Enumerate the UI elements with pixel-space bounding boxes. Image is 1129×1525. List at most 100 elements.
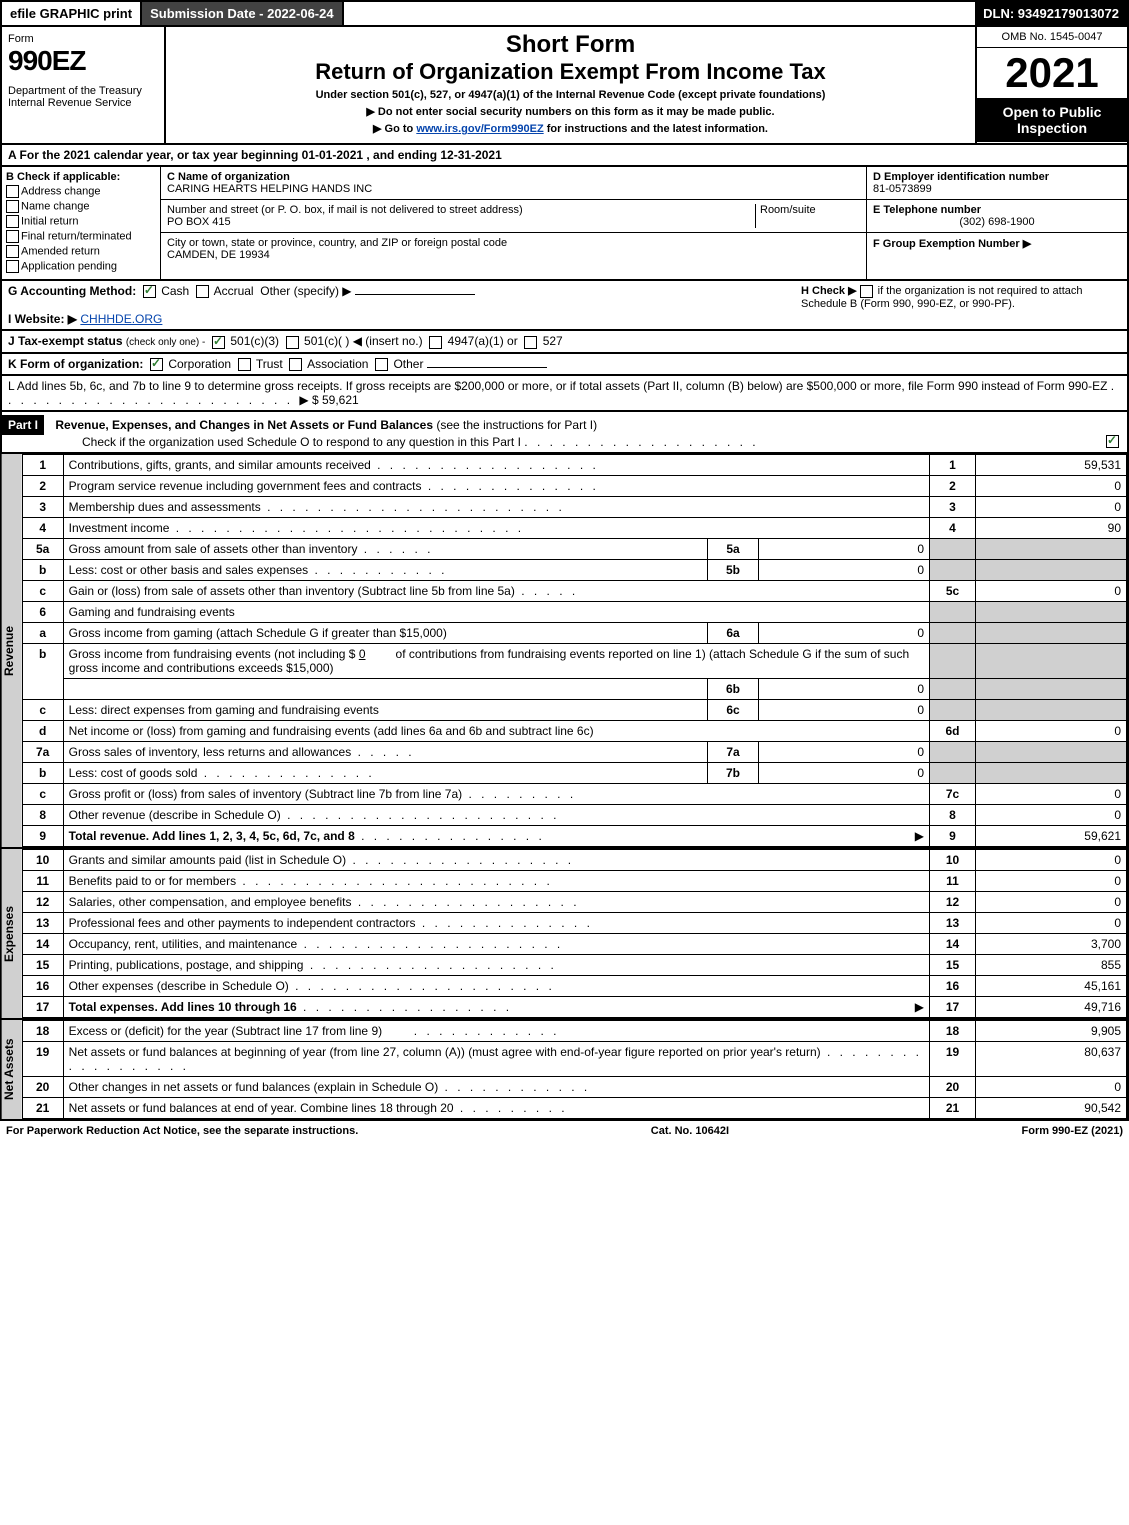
table-row: 5a Gross amount from sale of assets othe… xyxy=(22,538,1126,559)
section-b-title: B Check if applicable: xyxy=(6,171,120,183)
goto-link[interactable]: www.irs.gov/Form990EZ xyxy=(416,123,543,135)
part1-header: Part I Revenue, Expenses, and Changes in… xyxy=(0,412,1129,454)
revenue-side-label: Revenue xyxy=(2,454,22,847)
footer-right: Form 990-EZ (2021) xyxy=(1022,1125,1123,1137)
other-specify-input[interactable] xyxy=(355,294,475,295)
table-row: 17 Total expenses. Add lines 10 through … xyxy=(22,996,1126,1017)
goto-prefix: ▶ Go to xyxy=(373,123,416,135)
table-row: b Less: cost or other basis and sales ex… xyxy=(22,559,1126,580)
street-value: PO BOX 415 xyxy=(167,216,231,228)
dept-label: Department of the Treasury Internal Reve… xyxy=(8,85,158,109)
form-label: Form xyxy=(8,33,158,45)
room-label: Room/suite xyxy=(760,204,816,216)
h-label: H Check ▶ xyxy=(801,285,857,297)
expenses-side-label: Expenses xyxy=(2,849,22,1018)
check-schedule-o[interactable] xyxy=(1106,435,1119,448)
line-j: J Tax-exempt status (check only one) - 5… xyxy=(0,331,1129,353)
check-final-return[interactable]: Final return/terminated xyxy=(6,230,156,243)
d-value: 81-0573899 xyxy=(873,183,932,195)
page-footer: For Paperwork Reduction Act Notice, see … xyxy=(0,1121,1129,1141)
other-org-input[interactable] xyxy=(427,367,547,368)
check-name-change[interactable]: Name change xyxy=(6,200,156,213)
check-address-change[interactable]: Address change xyxy=(6,185,156,198)
table-row: 2 Program service revenue including gove… xyxy=(22,475,1126,496)
dln-number: DLN: 93492179013072 xyxy=(975,2,1127,25)
check-501c3[interactable] xyxy=(212,336,225,349)
line-k: K Form of organization: Corporation Trus… xyxy=(0,354,1129,376)
part1-check-note: Check if the organization used Schedule … xyxy=(82,435,521,449)
top-bar: efile GRAPHIC print Submission Date - 20… xyxy=(0,0,1129,27)
table-row: 12 Salaries, other compensation, and emp… xyxy=(22,891,1126,912)
check-association[interactable] xyxy=(289,358,302,371)
footer-mid: Cat. No. 10642I xyxy=(651,1125,729,1137)
check-h[interactable] xyxy=(860,285,873,298)
check-corporation[interactable] xyxy=(150,358,163,371)
table-row: 7a Gross sales of inventory, less return… xyxy=(22,741,1126,762)
check-amended-return[interactable]: Amended return xyxy=(6,245,156,258)
line-a: A For the 2021 calendar year, or tax yea… xyxy=(0,145,1129,167)
table-row: 13 Professional fees and other payments … xyxy=(22,912,1126,933)
expenses-section: Expenses 10 Grants and similar amounts p… xyxy=(0,849,1129,1020)
table-row: 9 Total revenue. Add lines 1, 2, 3, 4, 5… xyxy=(22,825,1126,846)
table-row: 10 Grants and similar amounts paid (list… xyxy=(22,849,1126,870)
net-assets-side-label: Net Assets xyxy=(2,1020,22,1119)
net-assets-section: Net Assets 18 Excess or (deficit) for th… xyxy=(0,1020,1129,1121)
section-c: C Name of organization CARING HEARTS HEL… xyxy=(161,167,867,279)
form-header: Form 990EZ Department of the Treasury In… xyxy=(0,27,1129,145)
open-to-public: Open to Public Inspection xyxy=(977,98,1127,142)
submission-date: Submission Date - 2022-06-24 xyxy=(142,2,344,25)
tax-year: 2021 xyxy=(977,48,1127,98)
short-form-title: Short Form xyxy=(170,31,971,59)
check-527[interactable] xyxy=(524,336,537,349)
table-row: c Less: direct expenses from gaming and … xyxy=(22,699,1126,720)
omb-number: OMB No. 1545-0047 xyxy=(977,27,1127,48)
check-accrual[interactable] xyxy=(196,285,209,298)
table-row: b Gross income from fundraising events (… xyxy=(22,643,1126,678)
info-grid: B Check if applicable: Address change Na… xyxy=(0,167,1129,281)
table-row: 4 Investment income . . . . . . . . . . … xyxy=(22,517,1126,538)
line-l: L Add lines 5b, 6c, and 7b to line 9 to … xyxy=(0,376,1129,412)
check-trust[interactable] xyxy=(238,358,251,371)
org-name-value: CARING HEARTS HELPING HANDS INC xyxy=(167,183,372,195)
website-link[interactable]: CHHHDE.ORG xyxy=(80,312,162,326)
j-suffix: (check only one) - xyxy=(126,337,205,348)
table-row: c Gain or (loss) from sale of assets oth… xyxy=(22,580,1126,601)
table-row: b Less: cost of goods sold . . . . . . .… xyxy=(22,762,1126,783)
table-row: 8 Other revenue (describe in Schedule O)… xyxy=(22,804,1126,825)
line-g-h: G Accounting Method: Cash Accrual Other … xyxy=(0,281,1129,331)
revenue-section: Revenue 1 Contributions, gifts, grants, … xyxy=(0,454,1129,849)
goto-note: ▶ Go to www.irs.gov/Form990EZ for instru… xyxy=(170,122,971,135)
form-number: 990EZ xyxy=(8,45,158,77)
part1-label: Part I xyxy=(2,415,44,435)
table-row: 16 Other expenses (describe in Schedule … xyxy=(22,975,1126,996)
f-label: F Group Exemption Number ▶ xyxy=(873,238,1031,250)
j-label: J Tax-exempt status xyxy=(8,334,123,348)
city-label: City or town, state or province, country… xyxy=(167,237,507,249)
table-row: 20 Other changes in net assets or fund b… xyxy=(22,1076,1126,1097)
check-cash[interactable] xyxy=(143,285,156,298)
check-initial-return[interactable]: Initial return xyxy=(6,215,156,228)
top-bar-spacer xyxy=(344,2,976,25)
goto-suffix: for instructions and the latest informat… xyxy=(547,123,768,135)
efile-print-label[interactable]: efile GRAPHIC print xyxy=(2,2,142,25)
table-row: c Gross profit or (loss) from sales of i… xyxy=(22,783,1126,804)
footer-left: For Paperwork Reduction Act Notice, see … xyxy=(6,1125,358,1137)
main-title: Return of Organization Exempt From Incom… xyxy=(170,59,971,85)
header-right: OMB No. 1545-0047 2021 Open to Public In… xyxy=(977,27,1127,143)
check-application-pending[interactable]: Application pending xyxy=(6,260,156,273)
header-left: Form 990EZ Department of the Treasury In… xyxy=(2,27,166,143)
table-row: d Net income or (loss) from gaming and f… xyxy=(22,720,1126,741)
check-other-org[interactable] xyxy=(375,358,388,371)
part1-note: (see the instructions for Part I) xyxy=(436,418,597,432)
table-row: 11 Benefits paid to or for members . . .… xyxy=(22,870,1126,891)
e-label: E Telephone number xyxy=(873,204,981,216)
i-label: I Website: ▶ xyxy=(8,312,77,326)
l-amount-label: ▶ $ xyxy=(299,393,318,407)
check-501c[interactable] xyxy=(286,336,299,349)
check-4947[interactable] xyxy=(429,336,442,349)
header-mid: Short Form Return of Organization Exempt… xyxy=(166,27,977,143)
part1-title: Revenue, Expenses, and Changes in Net As… xyxy=(55,418,433,432)
k-label: K Form of organization: xyxy=(8,357,143,371)
table-row: 19 Net assets or fund balances at beginn… xyxy=(22,1041,1126,1076)
table-row: 1 Contributions, gifts, grants, and simi… xyxy=(22,454,1126,475)
